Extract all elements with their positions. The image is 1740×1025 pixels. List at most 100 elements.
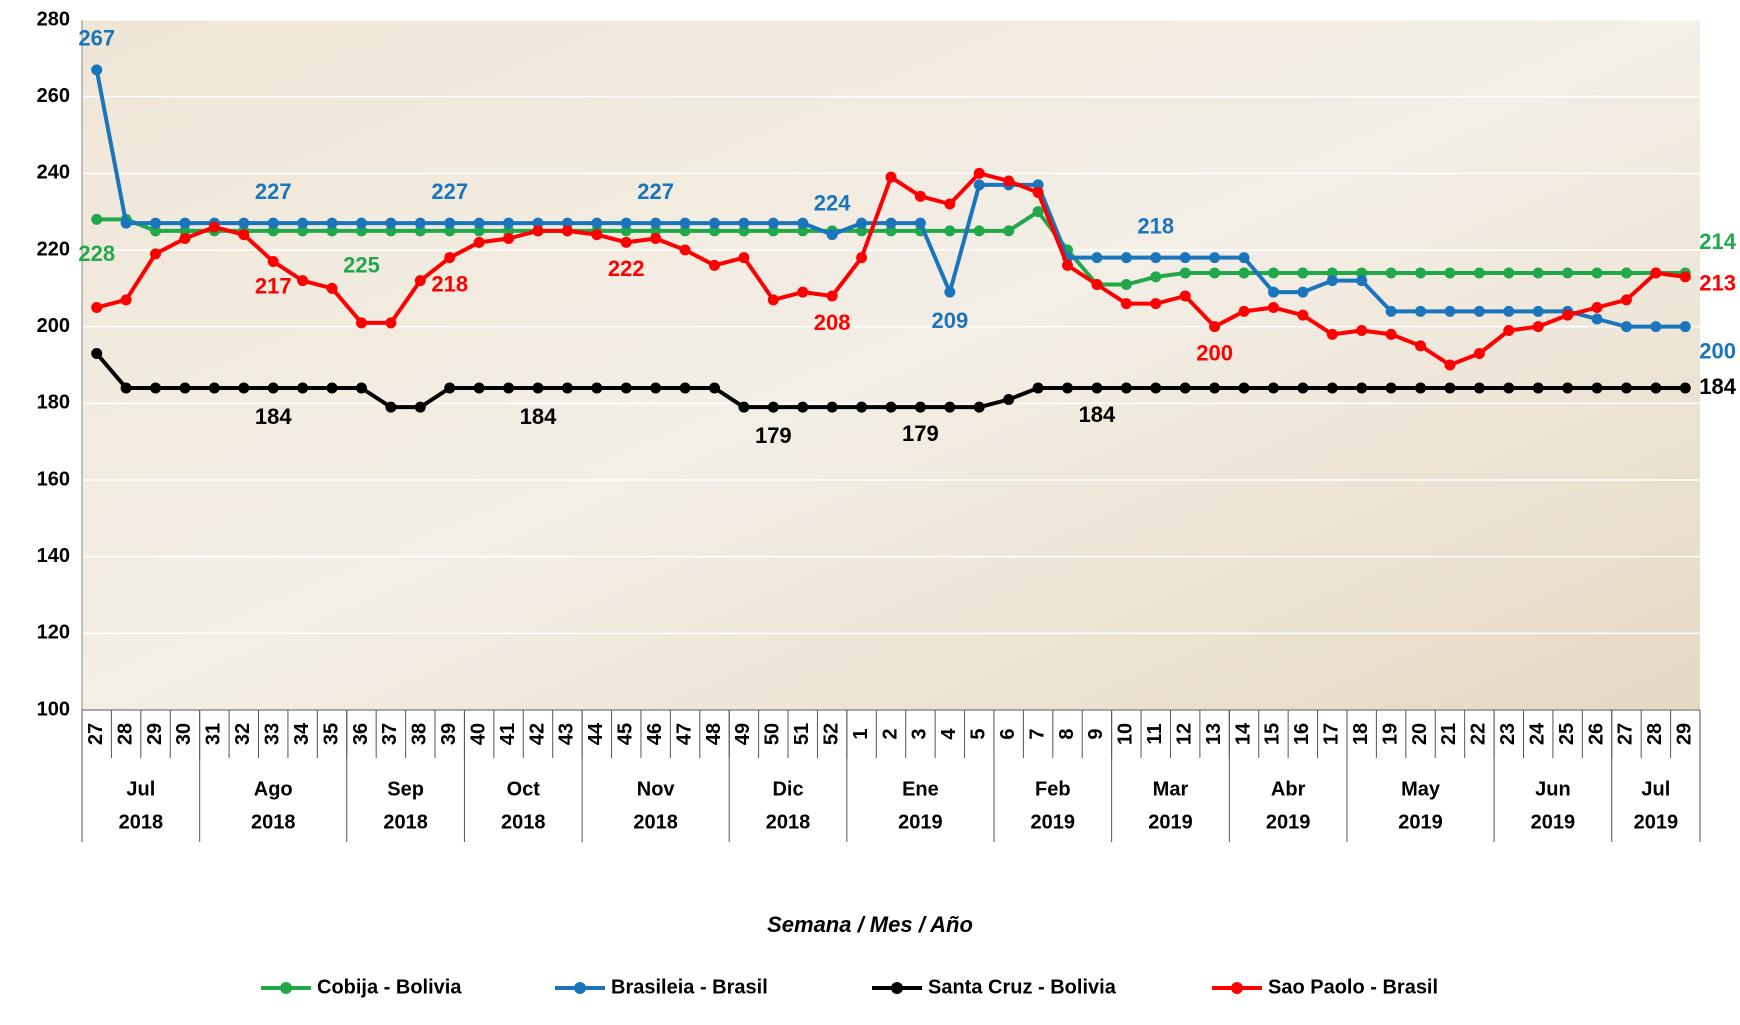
x-tick-label: 51	[791, 723, 813, 745]
y-tick-label: 180	[37, 392, 70, 414]
data-point	[1562, 383, 1573, 394]
x-tick-label: 35	[320, 723, 342, 745]
month-label: Abr	[1271, 778, 1306, 800]
data-point	[1562, 268, 1573, 279]
data-point	[1180, 383, 1191, 394]
data-point	[1503, 268, 1514, 279]
year-label: 2018	[766, 811, 811, 833]
x-tick-label: 45	[615, 723, 637, 745]
month-label: Mar	[1153, 778, 1189, 800]
data-point	[944, 199, 955, 210]
data-point	[886, 402, 897, 413]
x-tick-label: 3	[909, 728, 931, 739]
data-point	[562, 225, 573, 236]
data-point	[709, 260, 720, 271]
x-tick-label: 16	[1291, 723, 1313, 745]
data-label: 208	[814, 310, 851, 335]
data-point	[444, 218, 455, 229]
data-point	[1533, 383, 1544, 394]
y-tick-label: 160	[37, 468, 70, 490]
data-point	[827, 229, 838, 240]
data-point	[385, 317, 396, 328]
data-point	[709, 383, 720, 394]
x-tick-label: 38	[409, 723, 431, 745]
data-label: 227	[431, 179, 468, 204]
data-point	[327, 283, 338, 294]
data-point	[503, 218, 514, 229]
x-tick-label: 18	[1350, 723, 1372, 745]
data-point	[91, 214, 102, 225]
data-point	[1062, 260, 1073, 271]
data-point	[738, 252, 749, 263]
x-tick-label: 28	[1644, 723, 1666, 745]
data-point	[768, 294, 779, 305]
data-point	[1533, 321, 1544, 332]
data-point	[1327, 329, 1338, 340]
x-tick-label: 47	[673, 723, 695, 745]
data-point	[974, 179, 985, 190]
data-point	[238, 383, 249, 394]
data-point	[209, 222, 220, 233]
x-tick-label: 20	[1409, 723, 1431, 745]
data-point	[1003, 394, 1014, 405]
x-tick-label: 10	[1115, 723, 1137, 745]
data-point	[297, 275, 308, 286]
year-label: 2018	[383, 811, 428, 833]
data-point	[1239, 252, 1250, 263]
plot-background	[82, 20, 1700, 710]
data-point	[1327, 275, 1338, 286]
data-point	[1297, 310, 1308, 321]
data-point	[268, 218, 279, 229]
data-point	[1533, 306, 1544, 317]
data-point	[1003, 225, 1014, 236]
data-label: 179	[755, 423, 792, 448]
data-point	[1650, 321, 1661, 332]
data-point	[1386, 268, 1397, 279]
data-point	[1386, 329, 1397, 340]
data-point	[1386, 306, 1397, 317]
data-point	[1239, 268, 1250, 279]
data-point	[150, 383, 161, 394]
data-point	[1444, 306, 1455, 317]
month-label: Ago	[254, 778, 293, 800]
data-point	[327, 218, 338, 229]
data-label: 213	[1699, 271, 1736, 296]
data-point	[768, 218, 779, 229]
data-point	[1268, 302, 1279, 313]
x-tick-label: 17	[1321, 723, 1343, 745]
x-tick-label: 27	[1615, 723, 1637, 745]
year-label: 2019	[898, 811, 943, 833]
data-label: 214	[1699, 229, 1736, 254]
x-tick-label: 15	[1262, 723, 1284, 745]
data-point	[1033, 206, 1044, 217]
data-point	[621, 237, 632, 248]
legend-marker	[574, 982, 586, 994]
data-point	[1033, 187, 1044, 198]
x-tick-label: 6	[997, 728, 1019, 739]
data-point	[1121, 298, 1132, 309]
year-label: 2018	[119, 811, 164, 833]
data-point	[974, 225, 985, 236]
year-label: 2019	[1398, 811, 1443, 833]
data-point	[150, 248, 161, 259]
month-label: Nov	[637, 778, 676, 800]
data-point	[444, 383, 455, 394]
x-tick-label: 2	[879, 728, 901, 739]
data-point	[1091, 383, 1102, 394]
data-point	[680, 245, 691, 256]
x-tick-label: 32	[232, 723, 254, 745]
legend-label: Santa Cruz - Bolivia	[928, 976, 1117, 998]
data-point	[415, 218, 426, 229]
y-tick-label: 200	[37, 315, 70, 337]
x-tick-label: 46	[644, 723, 666, 745]
x-tick-label: 40	[467, 723, 489, 745]
year-label: 2019	[1266, 811, 1311, 833]
data-point	[944, 287, 955, 298]
data-point	[886, 218, 897, 229]
data-point	[1592, 302, 1603, 313]
data-point	[856, 402, 867, 413]
x-tick-label: 14	[1232, 722, 1254, 745]
legend-label: Sao Paolo - Brasil	[1268, 976, 1438, 998]
data-point	[474, 383, 485, 394]
data-point	[1474, 306, 1485, 317]
